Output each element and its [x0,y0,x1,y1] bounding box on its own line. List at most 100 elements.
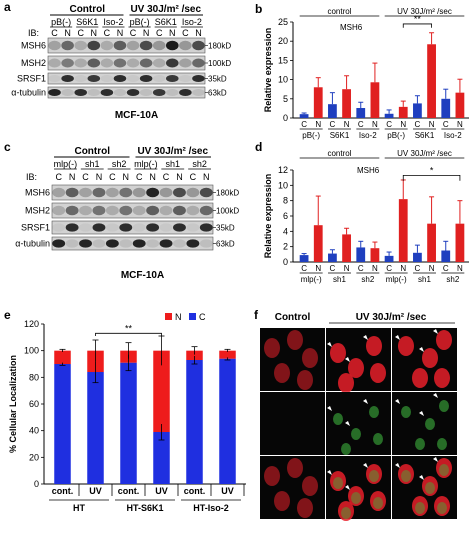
blot-band [186,205,200,216]
bar [455,223,465,262]
cell-gh2ax [373,497,383,509]
microscopy-grid-f: Control UV 30J/m² /sec [260,312,457,521]
panel-letter: d [255,140,263,154]
construct-label: sh1 [333,275,346,284]
construct-label: sh1 [165,159,180,169]
blot-band [192,58,205,68]
x-tick-label: C [443,120,449,129]
x-tick-label: N [400,264,406,273]
western-blot-a: Control UV 30J/m² /sec pB(-) S6K1 Iso-2 pB(-)… [11,4,231,121]
blot-band [146,187,160,198]
blot-band [173,187,186,198]
panel-letter: b [255,2,263,16]
x-tick-label: C [330,264,336,273]
blot-band [48,88,61,97]
blot-band [159,239,173,248]
blot-band [79,223,92,232]
cell-s6k1 [287,330,303,350]
construct-label: pB(-) [130,17,150,27]
y-tick-label: 5 [283,94,288,104]
fraction-label: C [109,172,116,182]
y-axis-label: Relative expression [263,28,273,113]
cell-gh2ax [341,443,351,455]
fraction-label: C [136,172,143,182]
blot-band [87,88,101,97]
blot-band [152,74,166,83]
blot-band [87,74,101,83]
significance-bracket [402,174,461,181]
blot-band [87,58,101,68]
fraction-label: N [123,172,130,182]
x-tick-label: UV [89,486,102,496]
cell-s6k1 [264,466,280,486]
ib-label: IB: [28,28,39,38]
construct-label: S6K1 [76,17,98,27]
cell-line-label: MCF-10A [115,110,158,121]
fraction-label: N [143,28,150,38]
blot-band [173,223,186,232]
blot-band [146,239,160,248]
blot-band [159,187,173,198]
blot-band [61,74,74,83]
x-tick-label: UV [221,486,234,496]
bar [356,247,366,262]
condition-label: Control [74,146,110,157]
size-marker-label: 63kD [216,240,235,249]
blot-band [139,74,153,83]
arrowhead-marker [395,335,400,340]
construct-label: sh2 [192,159,207,169]
construct-label: pB(-) [302,131,320,140]
arrowhead-marker [363,335,368,340]
arrowhead-marker [433,329,438,334]
arrowhead-marker [419,347,424,352]
bar [398,106,408,118]
blot-band [52,223,66,232]
cell-gh2ax [437,502,447,514]
panel-f: f Control UV 30J/m² /sec [250,308,474,537]
blot-band [48,74,61,83]
cell-line-label: MCF-10A [121,270,164,281]
y-tick-label: 8 [283,196,288,206]
size-marker-label: 35kD [208,75,227,84]
x-tick-label: N [344,120,350,129]
y-tick-label: 100 [24,346,39,356]
blot-band [132,187,146,198]
cell-s6k1 [297,498,313,518]
construct-label: Iso-2 [359,131,377,140]
group-label: UV 30J/m² /sec [397,7,452,16]
blot-band [48,58,61,68]
cell-gh2ax [439,400,449,412]
x-tick-label: N [429,120,435,129]
y-tick-label: 25 [278,17,288,27]
blot-band [179,74,192,83]
fraction-label: C [104,28,111,38]
protein-label: MSH6 [25,188,50,198]
cell-gh2ax [341,507,351,519]
blot-band [186,187,200,198]
cell-gh2ax [415,502,425,514]
bar [313,225,323,262]
y-tick-label: 20 [278,36,288,46]
fraction-label: C [82,172,89,182]
blot-band [52,187,66,198]
group-label: HT-S6K1 [126,503,163,513]
x-tick-label: N [372,264,378,273]
blot-band [126,74,140,83]
blot-band [61,88,74,97]
y-tick-label: 0 [283,113,288,123]
cell-s6k1 [338,501,354,521]
blot-band [132,205,146,216]
arrowhead-marker [419,411,424,416]
panel-b: b 0 5 10 15 20 25 Relative expression C N C N C N C N C… [245,0,474,150]
cell-s6k1 [330,471,346,491]
fraction-label: C [190,172,197,182]
blot-band [159,223,173,232]
construct-label: Iso-2 [444,131,462,140]
significance-label: ** [414,14,422,24]
panel-a: a Control UV 30J/m² /sec pB(-) S6K1 Iso-2 pB(… [0,0,245,135]
bar [427,223,436,262]
blot-band [152,88,166,97]
cell-s6k1 [436,330,452,350]
bar [370,82,380,118]
